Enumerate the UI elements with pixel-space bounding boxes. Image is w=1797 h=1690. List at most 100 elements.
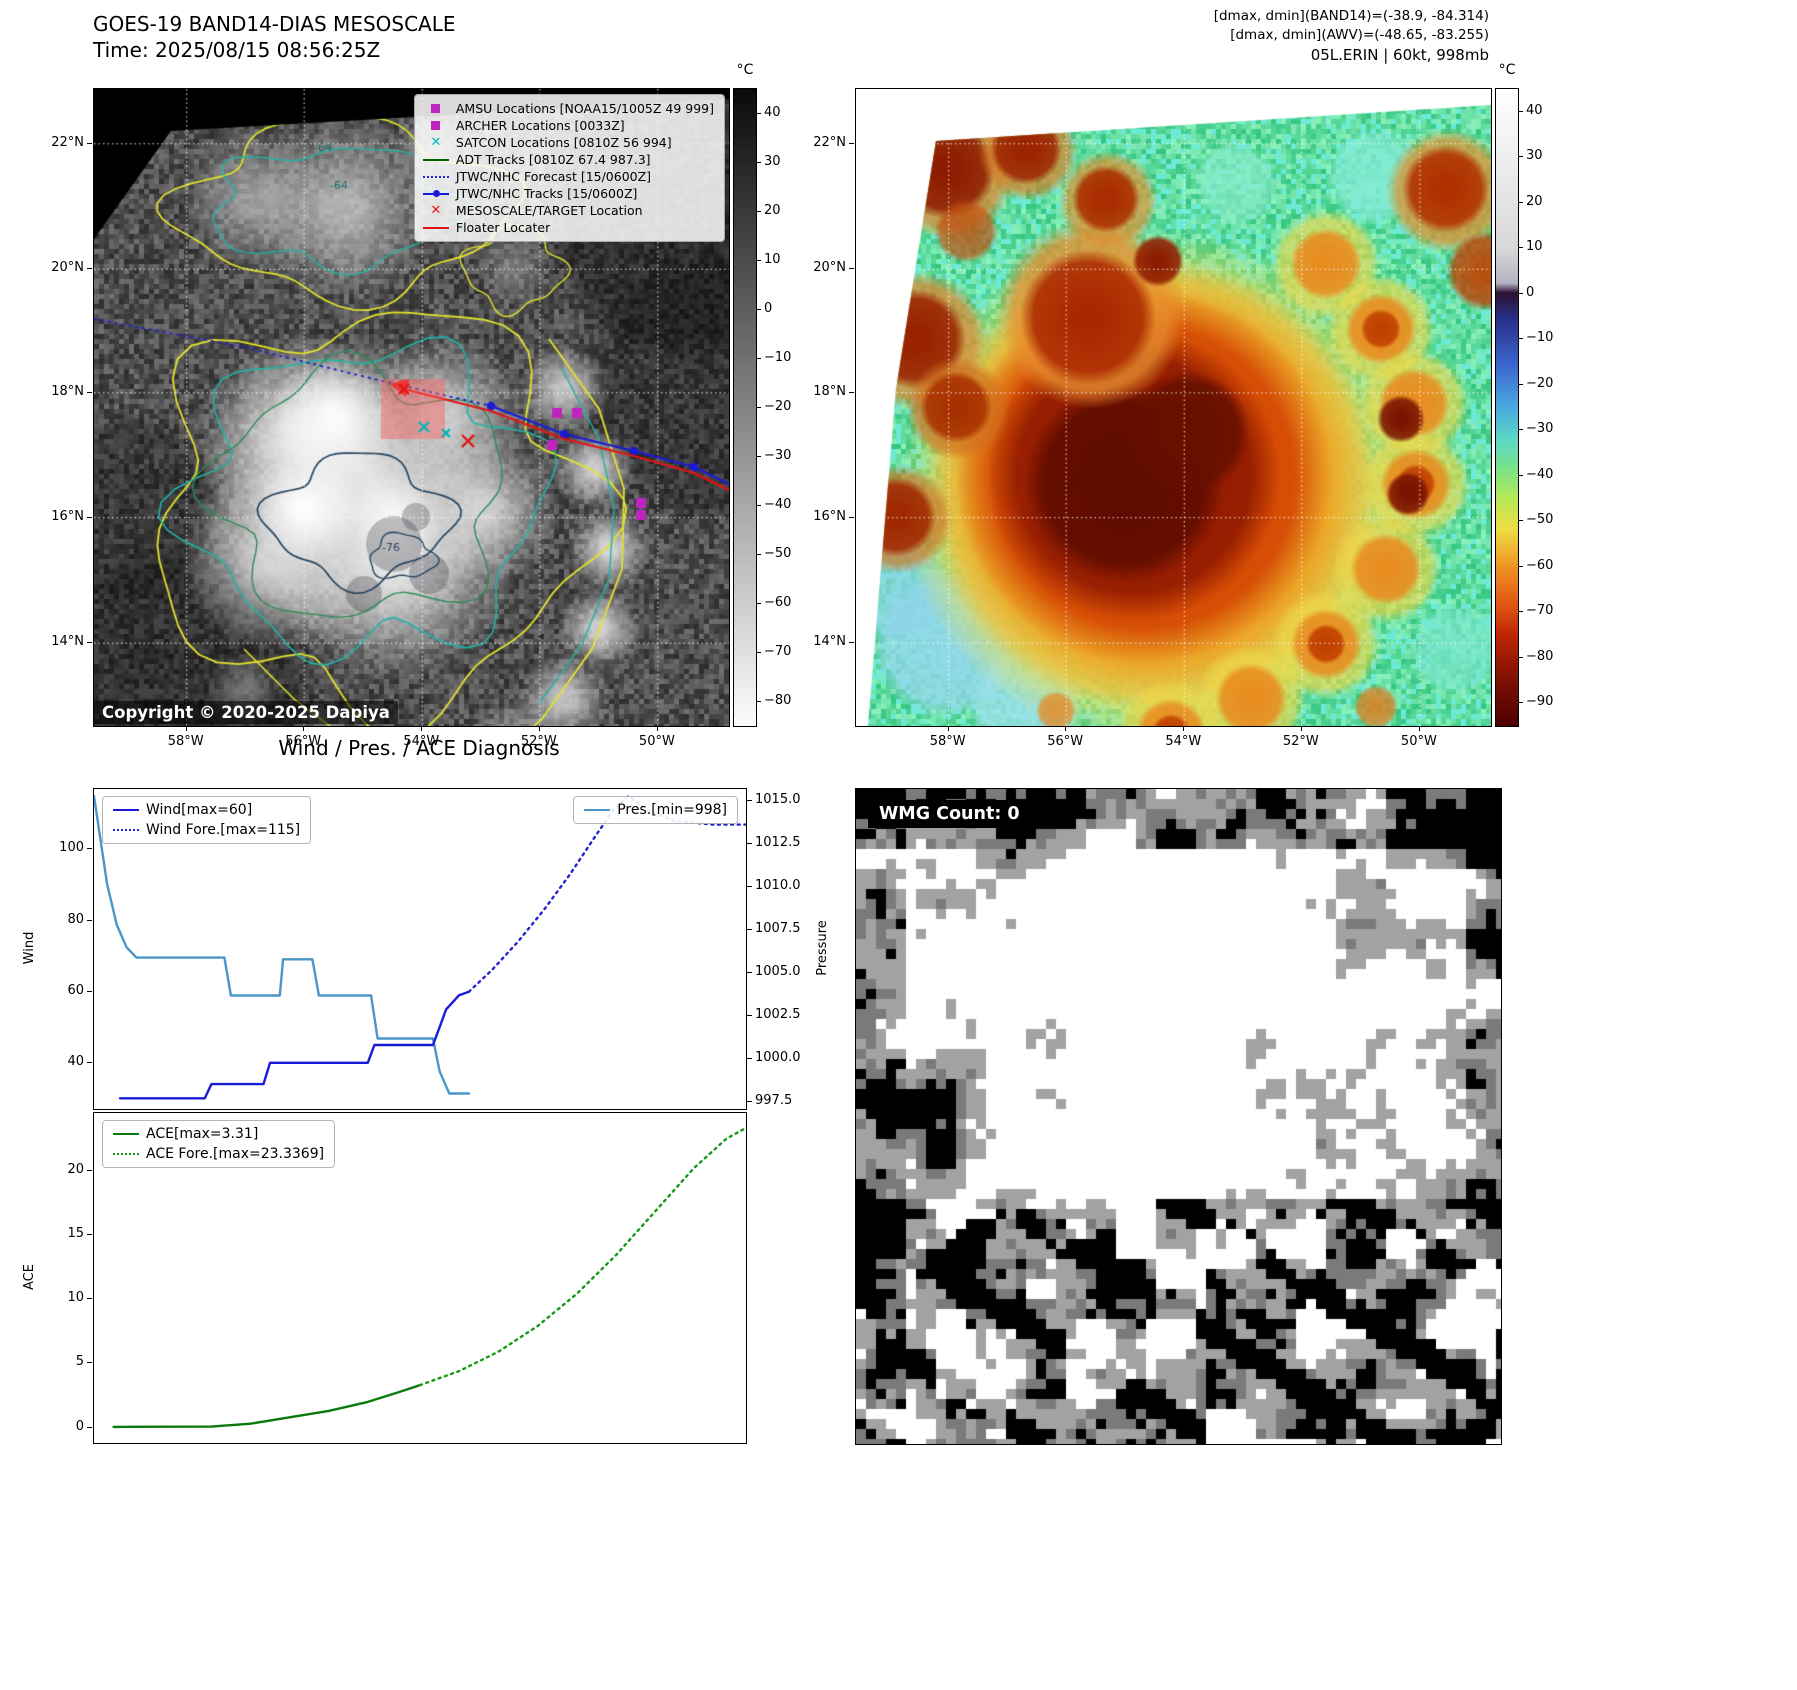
y-tick-label: 40 <box>67 1053 84 1069</box>
legend-item: Wind[max=60] <box>113 802 300 818</box>
legend-item: Wind Fore.[max=115] <box>113 822 300 838</box>
y-tick-label: 1015.0 <box>755 792 801 808</box>
tick-mark <box>757 553 761 555</box>
tick-mark <box>303 726 305 731</box>
colorbar-tick-label: −30 <box>1526 421 1554 437</box>
colorbar-tick-label: −90 <box>1526 694 1554 710</box>
chart-legend: Wind[max=60] Wind Fore.[max=115] <box>102 796 312 844</box>
tick-mark <box>757 700 761 702</box>
tick-mark <box>87 391 92 393</box>
colorbar-tick-label: 40 <box>764 104 781 120</box>
colorbar-tick-label: −70 <box>764 643 792 659</box>
legend-item: JTWC/NHC Forecast [15/0600Z] <box>422 169 714 184</box>
colorbar-tick-label: −30 <box>764 447 792 463</box>
tick-mark <box>87 1426 92 1428</box>
tick-mark <box>757 602 761 604</box>
x-tick-label: 58°W <box>167 734 204 749</box>
colorbar-unit: °C <box>1498 62 1516 78</box>
tick-mark <box>1519 292 1523 294</box>
y-tick-label: 20°N <box>813 260 846 276</box>
y-tick-label: 22°N <box>51 134 84 150</box>
tick-mark <box>87 1233 92 1235</box>
colorbar-tick-label: −20 <box>764 398 792 414</box>
y-tick-label: 18°N <box>813 383 846 399</box>
tick-mark <box>747 1101 752 1103</box>
ace-chart: ACE[max=3.31] ACE Fore.[max=23.3369] <box>93 1112 747 1444</box>
tick-mark <box>1519 201 1523 203</box>
tick-mark <box>757 112 761 114</box>
wmg-grid-canvas <box>856 789 1501 1444</box>
dmax-dmin-awv: [dmax, dmin](AWV)=(-48.65, -83.255) <box>1230 27 1489 43</box>
legend-marker-dotted-icon <box>422 170 449 184</box>
x-tick-label: 50°W <box>638 734 675 749</box>
wmg-map-panel: WMG Count: 0 <box>855 788 1502 1445</box>
legend-item: AMSU Locations [NOAA15/1005Z 49 999] <box>423 101 714 116</box>
colorbar-tick-label: 0 <box>764 300 773 316</box>
colorbar-tick-label: −40 <box>764 496 792 512</box>
tick-mark <box>1519 702 1523 704</box>
legend-label: ACE Fore.[max=23.3369] <box>146 1146 325 1162</box>
color-ir-map-panel <box>855 88 1492 727</box>
legend-label: Wind[max=60] <box>146 802 253 818</box>
series-wind-max-60- <box>118 990 471 1100</box>
series-ace-max-3-31- <box>112 1383 422 1429</box>
legend-marker-line-icon <box>584 803 611 817</box>
y-tick-label: 14°N <box>51 634 84 650</box>
tick-mark <box>757 161 761 163</box>
colorbar-tick-label: −60 <box>764 594 792 610</box>
legend-label: ARCHER Locations [0033Z] <box>455 118 625 133</box>
legend-item: Pres.[min=998] <box>584 802 727 818</box>
series-pres-min-998- <box>94 794 471 1095</box>
tick-mark <box>185 726 187 731</box>
colorbar-tick-label: −70 <box>1526 603 1554 619</box>
tick-mark <box>87 848 92 850</box>
tick-mark <box>87 1169 92 1171</box>
legend-label: JTWC/NHC Tracks [15/0600Z] <box>455 186 638 201</box>
legend-label: ADT Tracks [0810Z 67.4 987.3] <box>455 152 651 167</box>
tick-mark <box>87 1362 92 1364</box>
y-tick-label: 1000.0 <box>755 1050 801 1066</box>
tick-mark <box>87 142 92 144</box>
legend-marker-line-icon <box>422 221 449 235</box>
colorbar-unit: °C <box>736 62 754 78</box>
y-tick-label: 20°N <box>51 260 84 276</box>
legend-marker-dotted-icon <box>113 823 139 837</box>
colorbar-tick-label: 20 <box>1526 193 1543 209</box>
tick-mark <box>87 990 92 992</box>
legend-marker-x-icon: ✕ <box>430 203 442 218</box>
tick-mark <box>87 642 92 644</box>
band14-map-panel: AMSU Locations [NOAA15/1005Z 49 999] ARCH… <box>93 88 730 727</box>
legend-item: JTWC/NHC Tracks [15/0600Z] <box>422 186 714 201</box>
colorbar-tick-label: −20 <box>1526 375 1554 391</box>
y-tick-label: 22°N <box>813 134 846 150</box>
goes-title: GOES-19 BAND14-DIAS MESOSCALE <box>93 12 456 36</box>
aceChart-plot-area <box>112 1126 746 1429</box>
tick-mark <box>747 972 752 974</box>
legend-marker-dotted-icon <box>113 1147 139 1161</box>
tick-mark <box>87 919 92 921</box>
x-tick-label: 50°W <box>1400 734 1437 749</box>
x-tick-label: 54°W <box>1165 734 1202 749</box>
tick-mark <box>1519 656 1523 658</box>
y-tick-label: 18°N <box>51 383 84 399</box>
tick-mark <box>1519 247 1523 249</box>
y-axis-label: Pressure <box>815 920 830 976</box>
color-ir-satellite-canvas <box>856 89 1491 726</box>
y-tick-label: 997.5 <box>755 1093 793 1109</box>
legend-label: SATCON Locations [0810Z 56 994] <box>455 135 672 150</box>
legend-marker-square-icon <box>423 119 449 133</box>
legend-label: JTWC/NHC Forecast [15/0600Z] <box>455 169 652 184</box>
x-tick-label: 56°W <box>285 734 322 749</box>
colorbar-tick-label: 0 <box>1526 284 1535 300</box>
chart-legend: Pres.[min=998] <box>573 796 738 824</box>
legend-item: ✕ SATCON Locations [0810Z 56 994] <box>423 135 714 150</box>
y-tick-label: 15 <box>67 1225 84 1241</box>
y-tick-label: 1007.5 <box>755 921 801 937</box>
colorbar-tick-label: 10 <box>764 251 781 267</box>
legend-label: Pres.[min=998] <box>617 802 727 818</box>
colorbar-tick-label: −80 <box>1526 648 1554 664</box>
y-tick-label: 16°N <box>813 508 846 524</box>
tick-mark <box>757 308 761 310</box>
tick-mark <box>1519 338 1523 340</box>
tick-mark <box>1519 520 1523 522</box>
